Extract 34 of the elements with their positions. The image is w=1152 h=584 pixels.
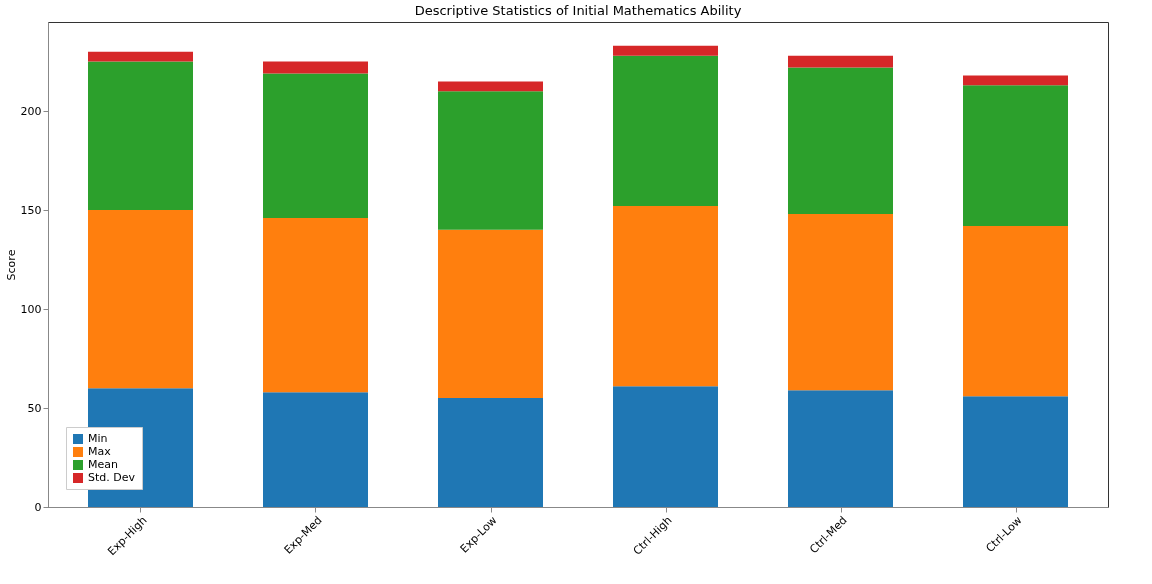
bar [438, 81, 543, 92]
bar [263, 61, 368, 74]
legend-label: Max [88, 445, 112, 458]
legend-label: Mean [88, 458, 118, 471]
y-tick-label: 150 [20, 203, 42, 217]
y-tick-label: 200 [20, 104, 42, 118]
legend-label: Std. Dev [88, 471, 136, 484]
y-axis-title: Score [4, 249, 18, 281]
bar [963, 396, 1068, 507]
bar [613, 55, 718, 207]
bar [613, 386, 718, 507]
legend-label: Min [88, 432, 108, 445]
bar [788, 67, 893, 215]
bar [88, 61, 193, 211]
bar [263, 392, 368, 507]
bar [963, 225, 1068, 397]
bar [613, 206, 718, 387]
bar [263, 73, 368, 218]
chart-title: Descriptive Statistics of Initial Mathematics Ability [414, 3, 742, 18]
bar [263, 217, 368, 393]
bar [88, 51, 193, 62]
bar [438, 91, 543, 230]
bar [438, 229, 543, 399]
bar [788, 390, 893, 507]
bar [788, 55, 893, 68]
bar [963, 75, 1068, 86]
bar [788, 214, 893, 391]
bar [963, 85, 1068, 226]
y-tick-label: 100 [20, 302, 42, 316]
bar [613, 45, 718, 56]
bar [88, 210, 193, 389]
bar [438, 398, 543, 507]
y-tick-label: 50 [27, 401, 42, 415]
y-tick-label: 0 [34, 500, 42, 514]
